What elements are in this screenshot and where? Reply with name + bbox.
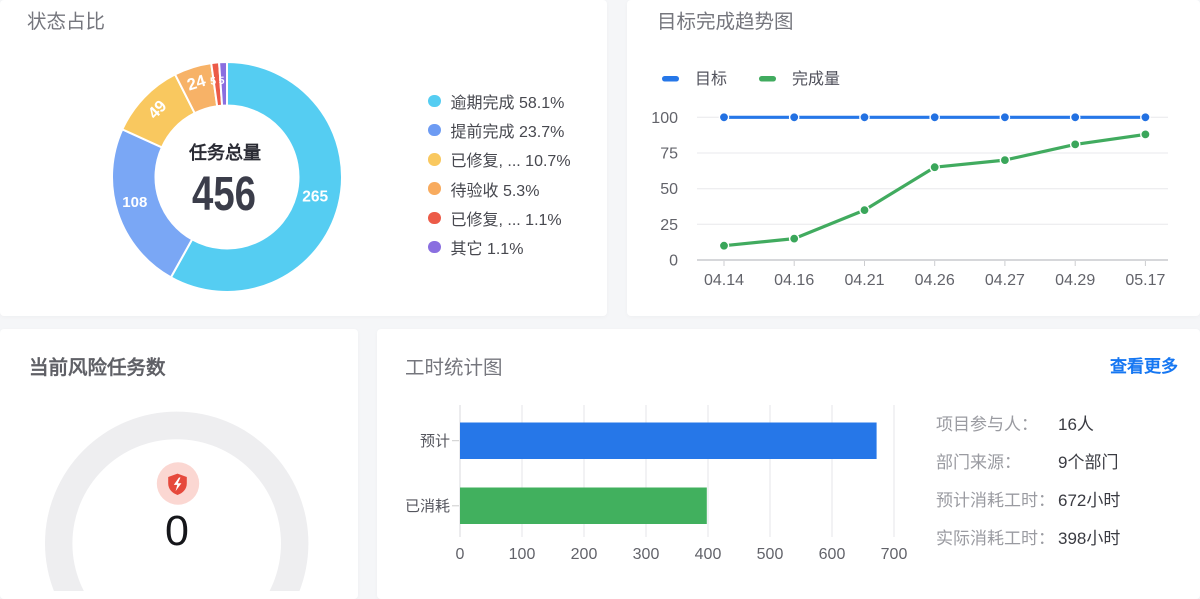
svg-text:04.14: 04.14 [704,272,744,289]
svg-text:500: 500 [757,546,784,563]
svg-text:04.26: 04.26 [915,272,955,289]
svg-text:0: 0 [669,253,678,270]
svg-text:400: 400 [695,546,722,563]
svg-text:完成量: 完成量 [792,70,840,88]
svg-text:456: 456 [192,168,256,221]
svg-text:目标: 目标 [695,70,727,88]
svg-text:108: 108 [122,194,147,211]
svg-text:25: 25 [660,217,678,234]
svg-text:05.17: 05.17 [1125,272,1165,289]
svg-text:04.16: 04.16 [774,272,814,289]
svg-text:100: 100 [509,546,536,563]
svg-text:已消耗: 已消耗 [405,498,450,515]
svg-text:100: 100 [651,110,678,127]
svg-text:任务总量: 任务总量 [188,142,261,163]
svg-text:300: 300 [633,546,660,563]
svg-text:5: 5 [218,75,224,87]
svg-text:04.27: 04.27 [985,272,1025,289]
svg-text:04.29: 04.29 [1055,272,1095,289]
svg-text:0: 0 [165,507,189,555]
svg-text:5: 5 [210,75,217,88]
svg-text:200: 200 [571,546,598,563]
svg-text:600: 600 [819,546,846,563]
svg-text:04.21: 04.21 [844,272,884,289]
svg-text:50: 50 [660,181,678,198]
svg-text:预计: 预计 [420,433,450,450]
svg-text:0: 0 [456,546,465,563]
svg-text:24: 24 [185,71,209,94]
svg-text:700: 700 [881,546,908,563]
svg-text:75: 75 [660,146,678,163]
svg-text:265: 265 [302,189,328,206]
